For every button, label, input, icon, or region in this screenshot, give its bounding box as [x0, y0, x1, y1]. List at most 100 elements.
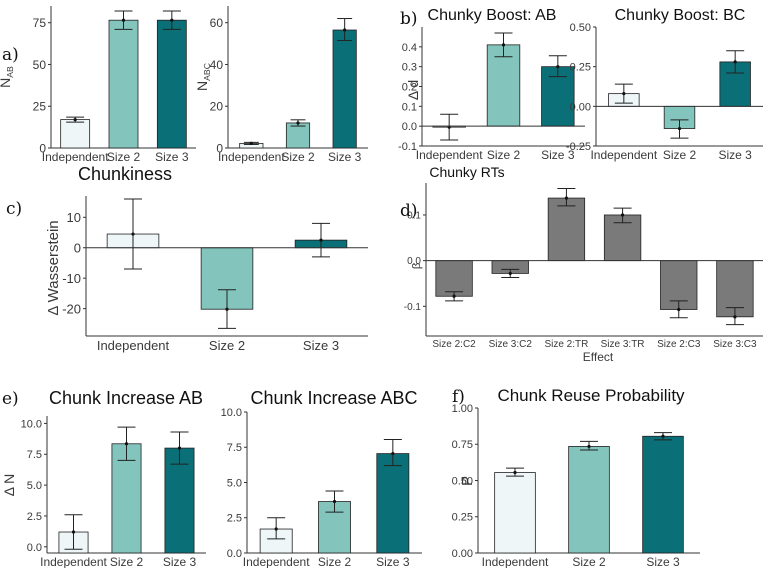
- bar-2: [486, 44, 521, 127]
- bar-2: [285, 122, 311, 149]
- category-label: Independent: [243, 555, 310, 568]
- mean-point: [513, 470, 517, 475]
- mean-point: [508, 271, 512, 276]
- panel-letter: d): [400, 201, 418, 221]
- category-label: Size 3:C3: [713, 339, 757, 350]
- y-tick-label: -0.25: [566, 141, 591, 153]
- mean-point: [661, 434, 665, 438]
- y-tick-label: 0.50: [570, 22, 591, 34]
- y-tick-label: 0.3: [402, 62, 417, 74]
- y-tick-label: 0.0: [402, 121, 417, 133]
- category-label: Independent: [40, 555, 107, 568]
- y-tick-label: -10: [62, 271, 81, 286]
- mean-point: [733, 315, 737, 319]
- panel-b1: -0.1 0.0 0.1 0.2 0.3 0.4 Independent Size 2 Size…: [398, 7, 585, 162]
- bar-1: [60, 119, 91, 149]
- panel-e1: 0.0 2.5 5.0 7.5 10.0 Independent Size 2 Size 3 C…: [1, 388, 206, 568]
- y-tick-label: -20: [62, 301, 81, 316]
- x-axis-label: Effect: [583, 350, 614, 364]
- y-tick-label: 0.0: [227, 548, 242, 560]
- category-label: Size 3: [155, 150, 189, 164]
- y-axis-label-main: β: [411, 263, 423, 269]
- chart-title: Chunky Boost: BC: [615, 7, 746, 24]
- mean-point: [677, 307, 681, 312]
- chart-title: Chunky RTs: [429, 164, 504, 180]
- bar-2: [108, 19, 139, 149]
- y-tick-label: 50: [33, 58, 47, 72]
- category-label: Size 3: [163, 555, 197, 568]
- mean-point: [556, 65, 560, 69]
- category-label: Size 2: [107, 150, 141, 164]
- y-tick-label: 0.00: [452, 548, 473, 560]
- category-label: Size 2: [487, 148, 521, 162]
- category-label: Size 3: [376, 555, 410, 568]
- mean-point: [677, 126, 682, 131]
- category-label: Size 2: [110, 555, 144, 568]
- mean-point: [177, 446, 182, 450]
- mean-point: [620, 213, 625, 217]
- y-axis-label: Δ N: [1, 474, 17, 497]
- y-axis-label: Δ d: [405, 80, 421, 100]
- category-label: Size 3: [541, 148, 575, 162]
- y-axis-label-main: Δ Wasserstein: [45, 220, 62, 315]
- bar-3: [376, 453, 410, 554]
- y-axis-label-sub: ABC: [202, 63, 212, 81]
- panel-c: -20 -10 0 10 Independent Size 2 Size 3 Chunkine…: [6, 164, 368, 353]
- y-tick-label: 0: [74, 240, 81, 255]
- panel-b2: -0.25 0.00 0.25 0.50 Independent Size 2 Size 3…: [566, 7, 763, 162]
- y-tick-label: 1.00: [452, 403, 473, 415]
- mean-point: [274, 527, 278, 531]
- panel-letter: f): [452, 387, 465, 407]
- category-label: Size 3:TR: [601, 339, 645, 350]
- y-axis-label: NAB: [0, 66, 15, 88]
- mean-point: [131, 232, 135, 236]
- y-tick-label: 25: [33, 100, 47, 114]
- y-tick-label: 2.5: [27, 511, 42, 523]
- y-tick-label: -0.1: [404, 302, 422, 313]
- category-label: Size 3: [718, 148, 752, 162]
- mean-point: [296, 121, 300, 125]
- mean-point: [564, 196, 569, 200]
- category-label: Size 3: [646, 555, 680, 568]
- y-tick-label: 40: [210, 58, 224, 72]
- y-tick-label: 0.4: [402, 42, 417, 54]
- bar-3: [332, 29, 357, 149]
- category-label: Size 2:C3: [657, 339, 701, 350]
- category-label: Size 2: [663, 148, 697, 162]
- mean-point: [71, 530, 76, 534]
- bar-2: [111, 443, 142, 554]
- bar-3: [547, 197, 586, 262]
- y-tick-label: 0.2: [402, 81, 417, 93]
- chart-title: Chunk Increase AB: [49, 388, 203, 408]
- mean-point: [124, 442, 129, 446]
- category-label: Size 2:C2: [432, 339, 476, 350]
- y-tick-label: 60: [210, 16, 224, 30]
- y-tick-label: 0: [216, 141, 223, 155]
- panel-letter: e): [2, 389, 19, 409]
- category-label: Independent: [416, 148, 483, 162]
- mean-point: [452, 294, 456, 298]
- y-axis-label-main: N: [0, 78, 13, 88]
- category-label: Independent: [482, 555, 549, 568]
- mean-point: [73, 118, 77, 122]
- y-axis-label: P: [459, 476, 476, 486]
- y-axis-label: Δ Wasserstein: [45, 220, 62, 315]
- mean-point: [391, 451, 395, 456]
- panel-e2: 0.0 2.5 5.0 7.5 10.0 Independent Size 2 Size 3 C…: [221, 388, 422, 568]
- y-axis-label-main: N: [194, 81, 210, 91]
- bar-1: [435, 260, 473, 297]
- y-axis-label: NABC: [194, 63, 212, 91]
- category-label: Size 2: [318, 555, 352, 568]
- panel-letter: a): [2, 45, 19, 65]
- mean-point: [249, 141, 253, 146]
- category-label: Size 2: [572, 555, 606, 568]
- mean-point: [343, 28, 347, 32]
- y-tick-label: 10.0: [221, 407, 242, 419]
- y-tick-label: 0.0: [407, 256, 421, 267]
- y-axis-label-main: P: [459, 476, 476, 486]
- y-axis-label-main: Δ d: [405, 80, 421, 100]
- category-label: Size 3:C2: [489, 339, 533, 350]
- mean-point: [332, 499, 337, 504]
